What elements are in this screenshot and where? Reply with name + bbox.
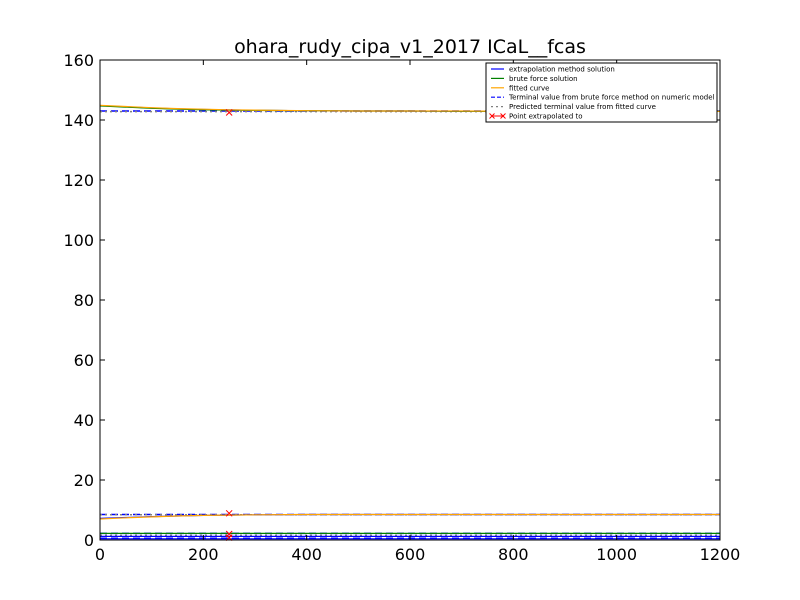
y-tick-label: 100 bbox=[63, 231, 94, 250]
legend-label: fitted curve bbox=[509, 84, 550, 92]
legend-label: Point extrapolated to bbox=[509, 113, 583, 121]
y-tick-label: 60 bbox=[74, 351, 94, 370]
y-tick-label: 160 bbox=[63, 51, 94, 70]
y-tick-label: 140 bbox=[63, 111, 94, 130]
legend-label: brute force solution bbox=[509, 75, 578, 83]
chart-title: ohara_rudy_cipa_v1_2017 ICaL__fcas bbox=[234, 36, 586, 58]
y-tick-label: 0 bbox=[84, 531, 94, 550]
x-tick-label: 200 bbox=[188, 545, 219, 564]
x-tick-label: 400 bbox=[291, 545, 322, 564]
y-tick-label: 120 bbox=[63, 171, 94, 190]
y-tick-label: 40 bbox=[74, 411, 94, 430]
x-tick-label: 1200 bbox=[700, 545, 741, 564]
legend-label: extrapolation method solution bbox=[509, 66, 615, 74]
x-tick-label: 1000 bbox=[596, 545, 637, 564]
y-tick-label: 80 bbox=[74, 291, 94, 310]
legend-label: Terminal value from brute force method o… bbox=[508, 94, 715, 102]
x-tick-label: 0 bbox=[95, 545, 105, 564]
y-tick-label: 20 bbox=[74, 471, 94, 490]
legend-label: Predicted terminal value from fitted cur… bbox=[509, 103, 656, 111]
plot-area bbox=[100, 60, 720, 540]
x-tick-label: 800 bbox=[498, 545, 529, 564]
x-tick-label: 600 bbox=[395, 545, 426, 564]
